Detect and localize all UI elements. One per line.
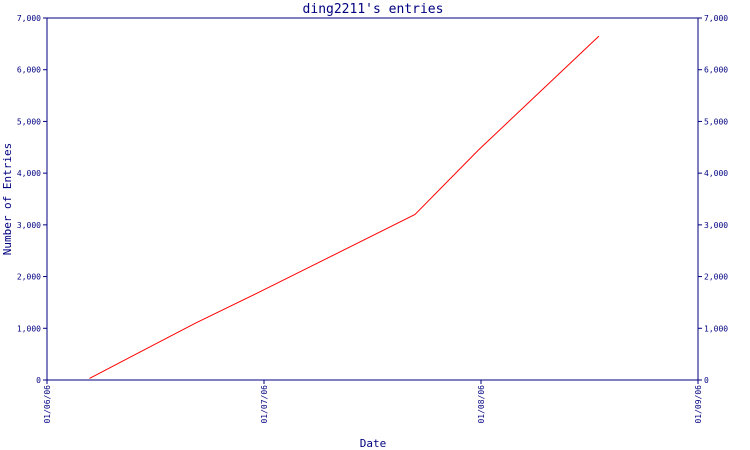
y-tick-label-right: 6,000 (704, 66, 728, 75)
series-group (89, 35, 600, 379)
y-tick-label-left: 6,000 (17, 66, 41, 75)
y-tick-label-right: 1,000 (704, 324, 728, 333)
y-tick-label-left: 2,000 (17, 273, 41, 282)
y-tick-label-right: 2,000 (704, 273, 728, 282)
y-tick-label-left: 7,000 (17, 14, 41, 23)
y-tick-label-right: 4,000 (704, 169, 728, 178)
series-line (89, 35, 600, 379)
y-tick-label-left: 3,000 (17, 221, 41, 230)
y-tick-label-left: 1,000 (17, 324, 41, 333)
x-tick-label: 01/08/06 (477, 385, 486, 424)
y-axis-left: 0 1,000 2,000 3,000 4,000 5,000 6,000 7,000 (17, 14, 47, 385)
x-tick-label: 01/09/06 (694, 385, 703, 424)
x-tick-label: 01/06/06 (43, 385, 52, 424)
y-tick-label-right: 7,000 (704, 14, 728, 23)
y-tick-label-right: 3,000 (704, 221, 728, 230)
y-axis-right: 0 1,000 2,000 3,000 4,000 5,000 6,000 7,000 (698, 14, 728, 385)
x-axis: 01/06/06 01/07/06 01/08/06 01/09/06 (43, 380, 703, 424)
y-tick-label-right: 5,000 (704, 117, 728, 126)
y-tick-label-left: 4,000 (17, 169, 41, 178)
y-tick-label-left: 0 (36, 376, 41, 385)
chart-title: ding2211's entries (303, 2, 444, 17)
plot-area (46, 17, 699, 381)
y-tick-label-right: 0 (704, 376, 709, 385)
y-tick-label-left: 5,000 (17, 117, 41, 126)
x-axis-label: Date (360, 437, 387, 450)
y-axis-label: Number of Entries (1, 143, 14, 256)
x-tick-label: 01/07/06 (260, 385, 269, 424)
